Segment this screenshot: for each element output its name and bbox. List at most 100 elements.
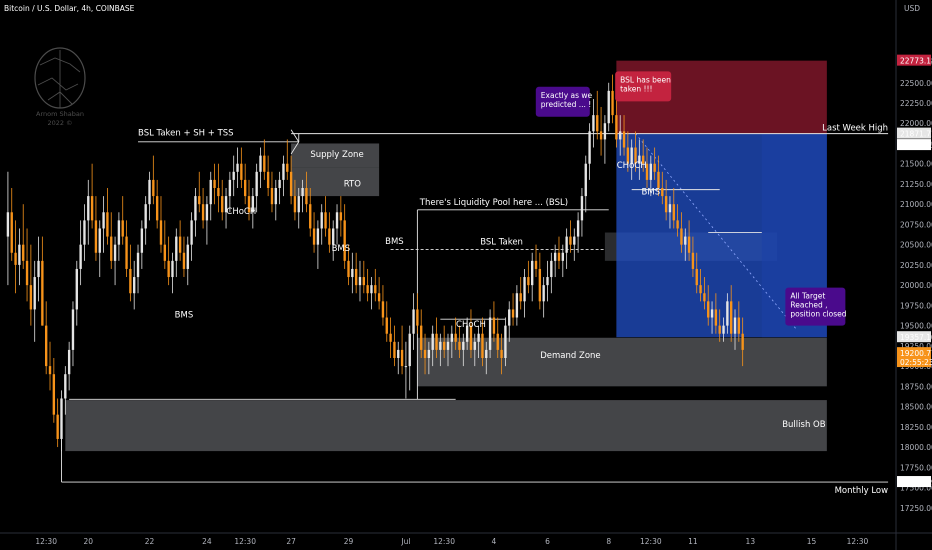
candle xyxy=(18,228,21,286)
callout-box xyxy=(785,287,846,326)
candle xyxy=(573,228,576,261)
candle xyxy=(729,285,733,342)
candle xyxy=(553,244,557,278)
candle xyxy=(113,236,117,286)
price-tag-box xyxy=(897,54,931,66)
candle-body xyxy=(504,325,507,358)
candle-body xyxy=(607,90,610,124)
price-tag-box xyxy=(897,331,931,343)
candle xyxy=(420,309,423,358)
price-tick-label: 22250.00 xyxy=(900,99,932,108)
time-tick-label: 8 xyxy=(606,537,611,546)
candle-body xyxy=(354,268,358,286)
candle-body xyxy=(14,252,17,265)
callout-text: BSL has been xyxy=(620,75,671,84)
candle-body xyxy=(588,131,591,164)
price-tag-box xyxy=(897,476,931,488)
candle xyxy=(41,236,44,326)
candle-body xyxy=(668,204,672,213)
candle-body xyxy=(657,171,660,188)
candle-body xyxy=(714,309,718,326)
time-axis[interactable]: 12:30 20 22 24 12:30 27 29 Jul 12:30 4 6 8 12:30 11 13… xyxy=(35,537,868,546)
candle xyxy=(377,277,381,310)
candle xyxy=(638,139,641,180)
candle-body xyxy=(733,317,737,334)
candle xyxy=(64,366,67,415)
candle xyxy=(274,179,277,221)
candle-body xyxy=(71,309,75,350)
zone-4 xyxy=(417,358,827,387)
candle xyxy=(221,179,224,221)
candle xyxy=(213,163,216,205)
time-tick-label: 15 xyxy=(807,537,817,546)
zone-3 xyxy=(417,337,827,358)
candle xyxy=(247,179,251,221)
candle-body xyxy=(29,285,33,310)
chart-label-6: BMS xyxy=(175,311,194,321)
candle-body xyxy=(542,285,545,302)
candle-body xyxy=(534,260,538,269)
candles-layer xyxy=(6,74,744,452)
time-tick-label: 22 xyxy=(145,537,155,546)
candle xyxy=(557,236,561,269)
candle-body xyxy=(446,341,450,350)
candle-body xyxy=(729,301,733,334)
candle xyxy=(224,188,228,229)
candle-body xyxy=(726,301,729,326)
time-tick-label: 12:30 xyxy=(433,537,455,546)
chart-label-8: BSL Taken xyxy=(480,238,523,248)
candle xyxy=(442,325,446,358)
candle xyxy=(710,301,714,334)
time-tick-label: 13 xyxy=(746,537,756,546)
candle-body xyxy=(385,317,388,334)
candle-body xyxy=(64,374,67,399)
candle xyxy=(722,317,725,342)
candle-body xyxy=(492,317,496,334)
chart-label-0: BSL Taken + SH + TSS xyxy=(138,128,234,138)
candle xyxy=(163,220,167,269)
candle xyxy=(324,196,327,237)
time-tick-label: 4 xyxy=(492,537,497,546)
candle xyxy=(431,325,434,367)
price-axis[interactable]: 17250.00 17500.00 17750.00 18000.00 18250.00… xyxy=(900,59,932,513)
candle xyxy=(661,171,664,205)
candle-body xyxy=(182,252,186,269)
candle-body xyxy=(129,268,132,294)
candle xyxy=(664,179,668,221)
candle-body xyxy=(198,196,201,205)
candle-body xyxy=(397,349,400,358)
zone-0 xyxy=(291,143,380,168)
time-tick-label: 12:30 xyxy=(35,537,57,546)
candle xyxy=(561,244,564,278)
candle xyxy=(190,212,193,261)
candle xyxy=(205,196,209,245)
candle xyxy=(645,147,649,188)
time-tick-label: 24 xyxy=(202,537,212,546)
candle-body xyxy=(125,236,128,269)
candle-body xyxy=(695,268,698,286)
candle xyxy=(684,228,687,261)
candle-body xyxy=(576,220,580,237)
price-tags: 22773.18 21871.71 21864.22 19357.10 19200.77… xyxy=(897,54,932,488)
candle-body xyxy=(140,228,144,253)
price-tag-box xyxy=(897,139,931,151)
candle-body xyxy=(106,212,109,237)
candle-body xyxy=(117,220,121,245)
candle-body xyxy=(703,293,706,302)
candle xyxy=(381,285,385,326)
candle xyxy=(263,139,266,180)
price-tag-box xyxy=(897,127,931,139)
candle xyxy=(79,220,82,286)
candle xyxy=(389,317,392,358)
candle-body xyxy=(737,317,741,334)
candle-body xyxy=(538,268,542,302)
candle-body xyxy=(167,260,170,278)
candle-body xyxy=(25,260,29,286)
candle xyxy=(508,301,511,342)
candle xyxy=(511,293,515,326)
price-tag-2: 21864.22 xyxy=(897,139,932,151)
candle-body xyxy=(67,349,71,375)
candle-body xyxy=(301,188,304,197)
candle xyxy=(707,285,710,326)
